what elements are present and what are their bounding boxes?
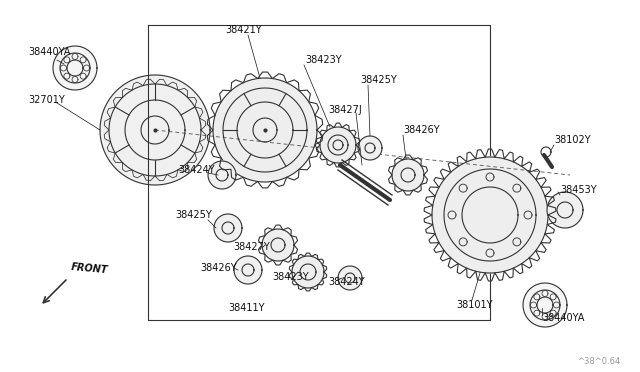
- Polygon shape: [234, 256, 262, 284]
- Polygon shape: [392, 159, 424, 191]
- Text: 38427J: 38427J: [328, 105, 362, 115]
- Text: 38424Y: 38424Y: [328, 277, 365, 287]
- Polygon shape: [523, 283, 567, 327]
- Text: 38440YA: 38440YA: [542, 313, 584, 323]
- Polygon shape: [320, 127, 356, 163]
- Polygon shape: [53, 46, 97, 90]
- Text: ^38^0.64: ^38^0.64: [577, 357, 620, 366]
- Text: 38423Y: 38423Y: [272, 272, 308, 282]
- Text: 38424Y: 38424Y: [178, 165, 214, 175]
- Polygon shape: [358, 136, 382, 160]
- Polygon shape: [208, 161, 236, 189]
- Polygon shape: [338, 266, 362, 290]
- Text: 38426Y: 38426Y: [403, 125, 440, 135]
- Text: 38427Y: 38427Y: [233, 242, 269, 252]
- Text: FRONT: FRONT: [71, 262, 109, 275]
- Text: 38425Y: 38425Y: [360, 75, 397, 85]
- Polygon shape: [213, 78, 317, 182]
- Text: 38426Y: 38426Y: [200, 263, 237, 273]
- Text: 38421Y: 38421Y: [225, 25, 262, 35]
- Polygon shape: [292, 256, 324, 288]
- Text: 32701Y: 32701Y: [28, 95, 65, 105]
- Text: 38101Y: 38101Y: [456, 300, 493, 310]
- Text: 38453Y: 38453Y: [560, 185, 596, 195]
- Text: 38102Y: 38102Y: [554, 135, 591, 145]
- Polygon shape: [100, 75, 210, 185]
- Text: 38425Y: 38425Y: [175, 210, 212, 220]
- Polygon shape: [547, 192, 583, 228]
- Polygon shape: [262, 229, 294, 261]
- Polygon shape: [432, 157, 548, 273]
- Text: 38423Y: 38423Y: [305, 55, 342, 65]
- Polygon shape: [214, 214, 242, 242]
- Text: 38440YA: 38440YA: [28, 47, 70, 57]
- Text: 38411Y: 38411Y: [228, 303, 264, 313]
